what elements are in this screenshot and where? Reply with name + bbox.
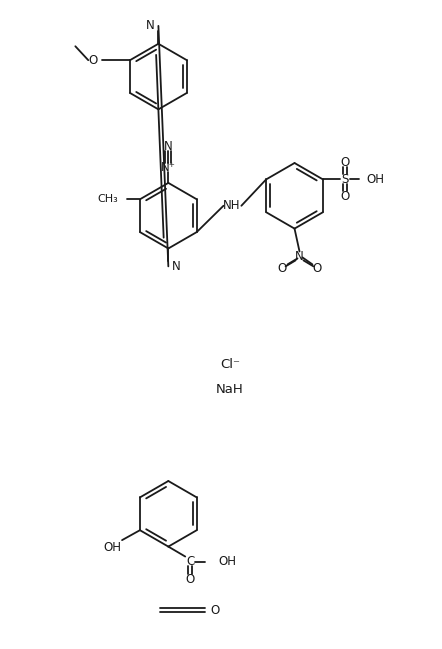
Text: Cl⁻: Cl⁻ xyxy=(220,358,240,371)
Text: N: N xyxy=(172,260,181,273)
Text: O: O xyxy=(88,54,98,67)
Text: S: S xyxy=(341,173,348,186)
Text: O: O xyxy=(340,190,350,202)
Text: O: O xyxy=(210,604,220,617)
Text: N: N xyxy=(164,140,173,153)
Text: O: O xyxy=(313,262,322,275)
Text: NH: NH xyxy=(223,199,240,212)
Text: N: N xyxy=(146,19,155,32)
Text: CH₃: CH₃ xyxy=(97,194,118,204)
Text: N: N xyxy=(295,250,304,263)
Text: O: O xyxy=(340,156,350,169)
Text: O: O xyxy=(277,262,286,275)
Text: C: C xyxy=(186,555,194,568)
Text: O: O xyxy=(186,573,195,586)
Text: OH: OH xyxy=(367,173,385,186)
Text: OH: OH xyxy=(218,555,236,568)
Text: N⁺: N⁺ xyxy=(161,162,176,175)
Text: OH: OH xyxy=(103,541,121,554)
Text: NaH: NaH xyxy=(216,383,244,396)
